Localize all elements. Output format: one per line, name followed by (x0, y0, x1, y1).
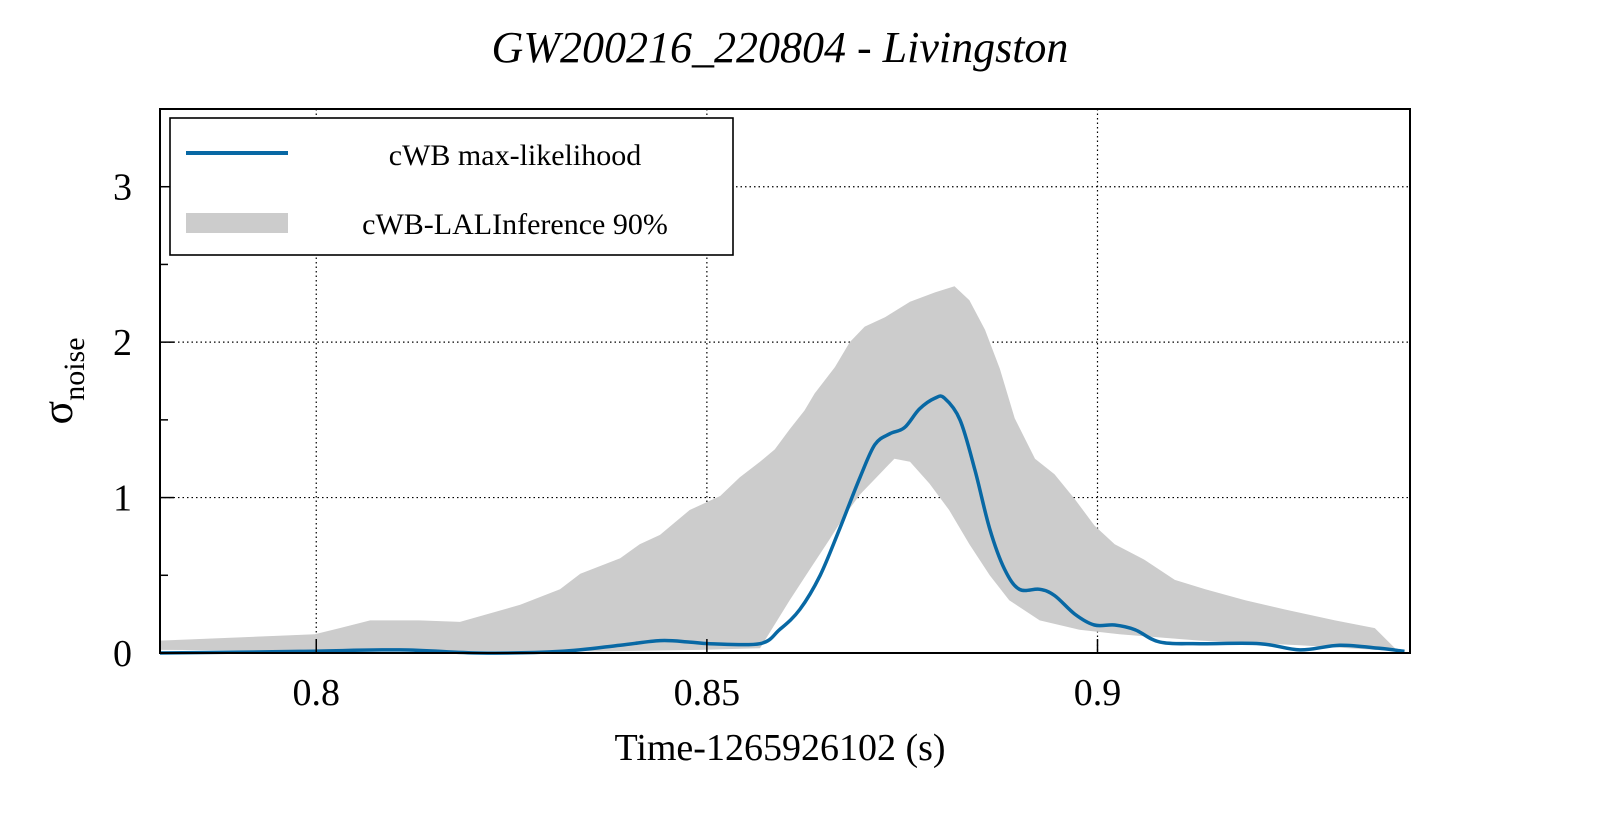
plot-frame (159, 108, 1411, 654)
y-tick-label: 2 (113, 322, 132, 364)
legend-label-max-likelihood: cWB max-likelihood (389, 139, 641, 172)
y-tick-label: 0 (113, 633, 132, 675)
max-likelihood-line (159, 394, 1405, 655)
y-tick-label: 1 (113, 478, 132, 520)
y-axis-label-subscript: noise (58, 337, 91, 400)
band-layer (160, 286, 1400, 653)
confidence-band-90 (160, 286, 1400, 653)
line-layer (159, 394, 1405, 655)
x-tick-label: 0.8 (293, 672, 341, 714)
y-axis-label: σnoise (33, 337, 91, 424)
x-tick-label: 0.85 (674, 672, 741, 714)
y-tick-label: 3 (113, 167, 132, 209)
chart-title: GW200216_220804 - Livingston (492, 23, 1069, 72)
x-tick-label: 0.9 (1074, 672, 1122, 714)
svg-text:σnoise: σnoise (33, 337, 91, 424)
y-tick-labels: 0 1 2 3 (113, 167, 132, 675)
x-tick-labels: 0.8 0.85 0.9 (293, 672, 1122, 714)
x-axis-label: Time-1265926102 (s) (614, 727, 945, 769)
legend-label-90-band: cWB-LALInference 90% (362, 208, 668, 241)
y-axis-label-symbol: σ (33, 401, 82, 425)
legend-swatch-band (186, 213, 288, 233)
legend: cWB max-likelihood cWB-LALInference 90% (169, 117, 734, 256)
